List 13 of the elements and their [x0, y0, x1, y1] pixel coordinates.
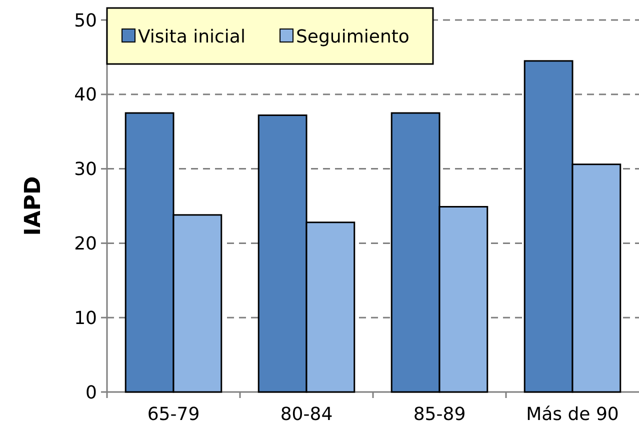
- y-tick-label: 30: [74, 159, 97, 180]
- x-tick-label: 80-84: [280, 404, 333, 425]
- y-tick-label: 40: [74, 84, 97, 106]
- y-axis-title: IAPD: [21, 176, 46, 236]
- legend-label: Seguimiento: [296, 26, 410, 48]
- y-tick-label: 50: [74, 10, 97, 32]
- y-tick-label: 0: [86, 382, 97, 404]
- y-tick-label: 20: [74, 234, 97, 254]
- legend-label: Visita inicial: [138, 26, 246, 48]
- x-tick-label: 65-79: [147, 404, 200, 425]
- x-tick-label: Más de 90: [526, 404, 619, 425]
- x-tick-label: 85-89: [413, 404, 466, 425]
- y-tick-label: 10: [74, 308, 97, 329]
